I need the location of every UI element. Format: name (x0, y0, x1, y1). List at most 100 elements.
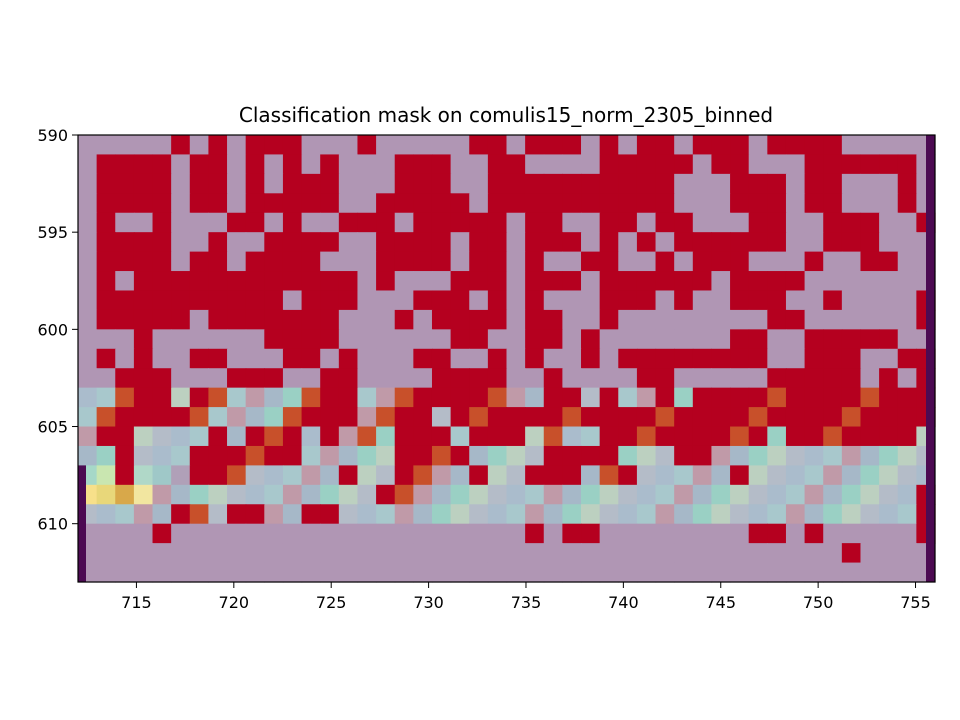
heatmap-cell (301, 445, 321, 466)
heatmap-cell (282, 173, 303, 194)
heatmap-cell (525, 329, 545, 350)
heatmap-cell (115, 445, 135, 466)
heatmap-cell (636, 562, 657, 583)
heatmap-cell (506, 543, 526, 564)
heatmap-cell (338, 562, 359, 583)
heatmap-cell (320, 368, 340, 389)
heatmap-cell (804, 271, 824, 292)
heatmap-cell (357, 562, 377, 583)
heatmap-cell (581, 348, 601, 369)
heatmap-cell (841, 543, 862, 564)
heatmap-cell (897, 465, 917, 486)
heatmap-cell (320, 154, 340, 175)
heatmap-cell (860, 426, 880, 447)
heatmap-cell (78, 251, 98, 272)
heatmap-cell (506, 212, 526, 233)
heatmap-cell (599, 329, 619, 350)
heatmap-cell (506, 290, 526, 311)
heatmap-cell (692, 484, 713, 505)
heatmap-cell (96, 407, 116, 428)
heatmap-cell (581, 465, 601, 486)
heatmap-cell (692, 465, 713, 486)
heatmap-cell (320, 251, 340, 272)
heatmap-cell (785, 135, 806, 156)
heatmap-cell (487, 368, 508, 389)
heatmap-cell (487, 135, 508, 156)
heatmap-cell (748, 504, 768, 525)
heatmap-cell (823, 154, 843, 175)
heatmap-cell (525, 232, 545, 253)
heatmap-cell (730, 348, 750, 369)
heatmap-cell (785, 407, 806, 428)
heatmap-cell (674, 173, 694, 194)
heatmap-cell (96, 504, 116, 525)
heatmap-cell (171, 271, 191, 292)
heatmap-cell (506, 154, 526, 175)
right-edge-band (926, 135, 935, 582)
heatmap-cell (133, 212, 154, 233)
heatmap-cell (96, 193, 116, 214)
heatmap-cell (525, 271, 545, 292)
heatmap-cell (655, 271, 675, 292)
y-axis: 590 595 600 605 610 (37, 126, 78, 534)
heatmap-cell (748, 309, 768, 330)
heatmap-cell (264, 426, 284, 447)
heatmap-cell (692, 523, 713, 544)
heatmap-cell (767, 543, 787, 564)
heatmap-cell (245, 523, 265, 544)
heatmap-cell (581, 135, 601, 156)
heatmap-cell (636, 329, 657, 350)
heatmap-cell (636, 271, 657, 292)
heatmap-cell (227, 212, 247, 233)
heatmap-cell (487, 387, 508, 408)
heatmap-cell (599, 387, 619, 408)
heatmap-cell (692, 562, 713, 583)
heatmap-cell (357, 232, 377, 253)
heatmap-cell (376, 173, 396, 194)
heatmap-cell (636, 290, 657, 311)
x-tick-label: 720 (219, 593, 250, 612)
heatmap-cell (189, 329, 210, 350)
heatmap-cell (245, 154, 265, 175)
heatmap-cell (264, 543, 284, 564)
heatmap-cell (282, 543, 303, 564)
heatmap-cell (674, 329, 694, 350)
heatmap-cell (860, 271, 880, 292)
x-tick-label: 715 (121, 593, 152, 612)
heatmap-cell (618, 193, 638, 214)
heatmap-cell (785, 445, 806, 466)
heatmap-cell (506, 504, 526, 525)
heatmap-cell (320, 290, 340, 311)
heatmap-cell (767, 465, 787, 486)
heatmap-cell (431, 271, 452, 292)
heatmap-cell (189, 484, 210, 505)
heatmap-cell (767, 484, 787, 505)
heatmap-cell (823, 543, 843, 564)
heatmap-cell (431, 251, 452, 272)
heatmap-cell (711, 193, 731, 214)
heatmap-cell (301, 212, 321, 233)
heatmap-cell (692, 290, 713, 311)
heatmap-cell (674, 193, 694, 214)
heatmap-cell (338, 290, 359, 311)
heatmap-cell (245, 484, 265, 505)
heatmap-cell (245, 348, 265, 369)
heatmap-cell (338, 523, 359, 544)
heatmap-cell (879, 173, 899, 194)
heatmap-cell (357, 173, 377, 194)
heatmap-cell (152, 523, 172, 544)
heatmap-cell (264, 271, 284, 292)
heatmap-cell (562, 387, 582, 408)
heatmap-cell (171, 543, 191, 564)
heatmap-cell (357, 465, 377, 486)
heatmap-cell (841, 426, 862, 447)
heatmap-cell (78, 407, 98, 428)
heatmap-cell (115, 212, 135, 233)
heatmap-cell (525, 135, 545, 156)
heatmap-cell (208, 154, 228, 175)
heatmap-cell (879, 543, 899, 564)
heatmap-cell (338, 445, 359, 466)
heatmap-cell (711, 407, 731, 428)
heatmap-cell (264, 212, 284, 233)
heatmap-cell (245, 135, 265, 156)
